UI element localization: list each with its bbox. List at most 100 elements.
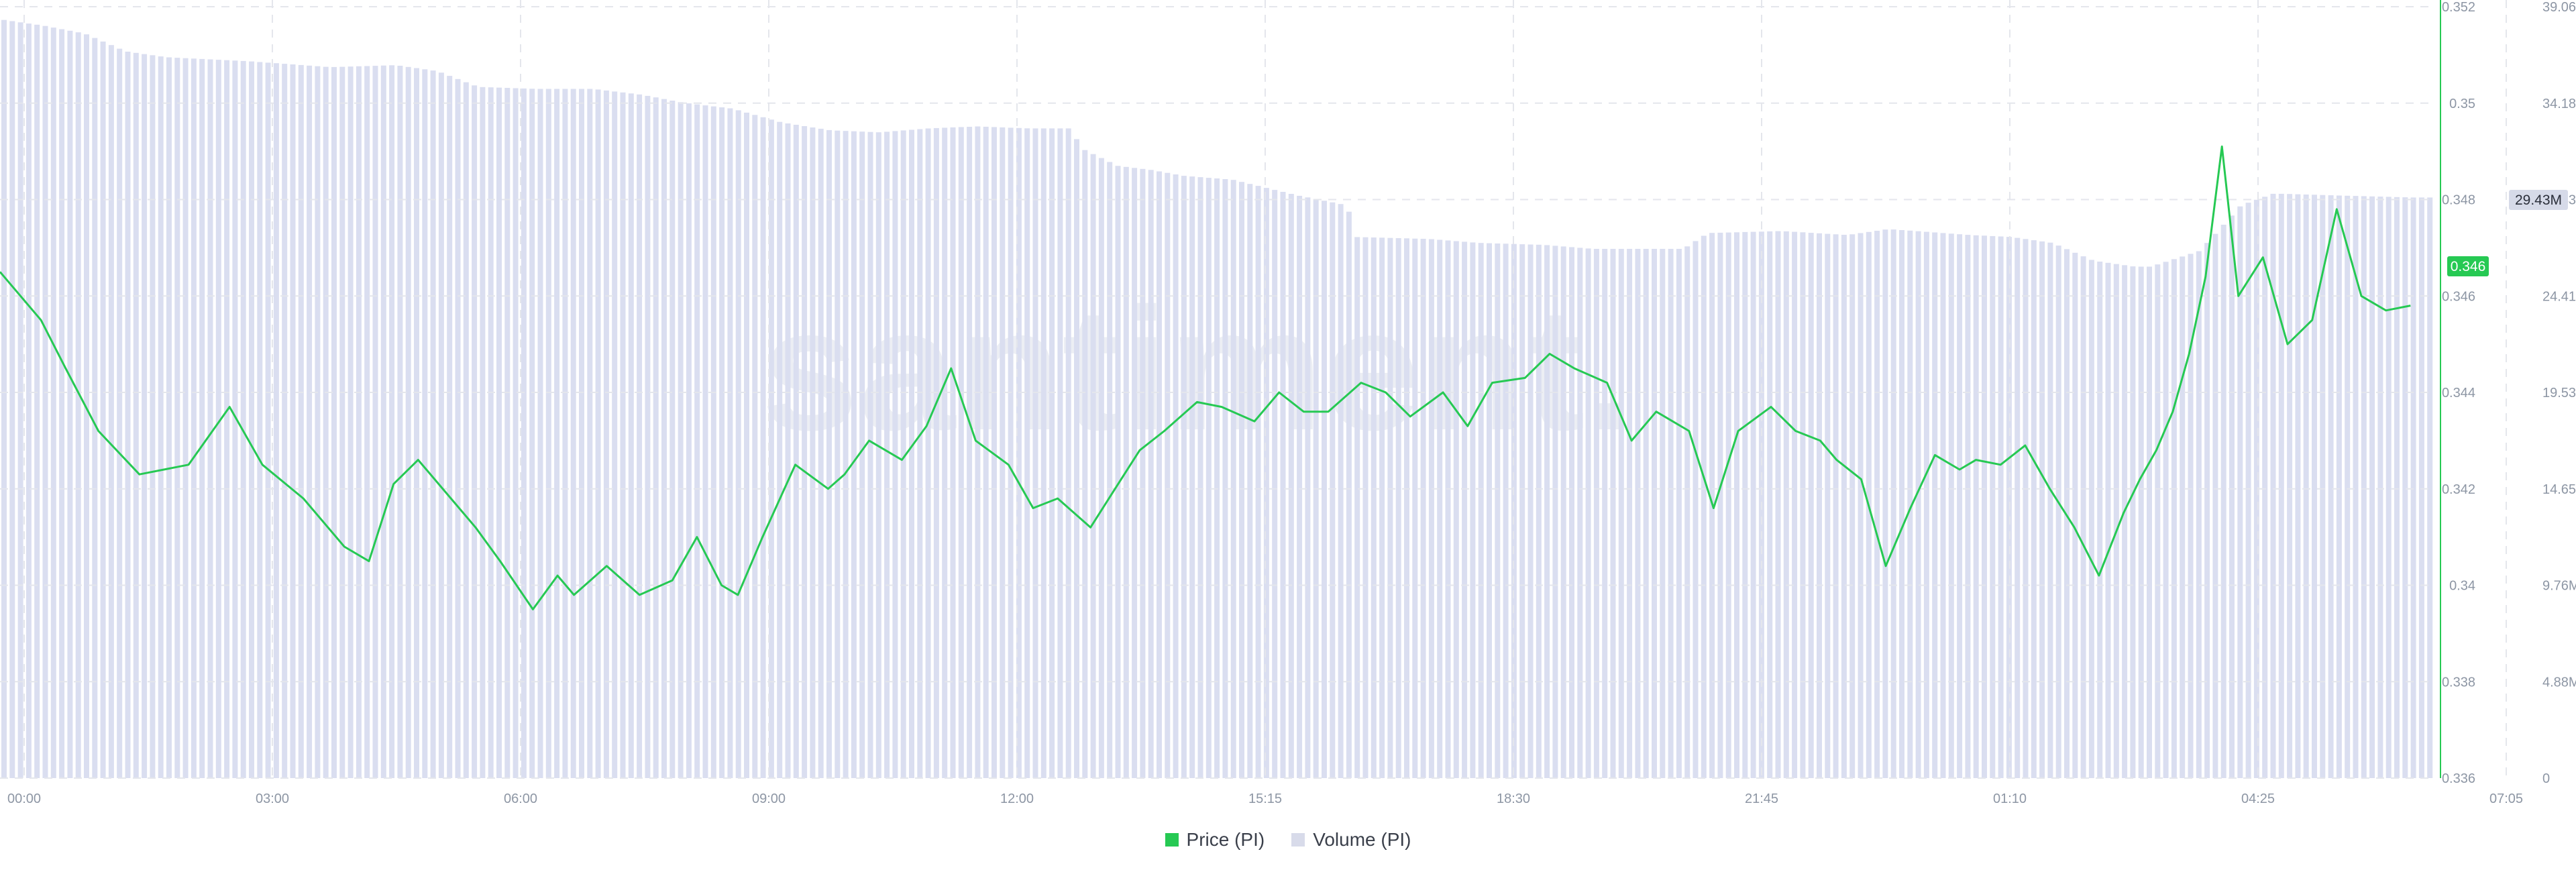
volume-bar	[191, 58, 197, 778]
legend-item-volume[interactable]: Volume (PI)	[1291, 829, 1411, 851]
volume-bar	[694, 104, 700, 779]
volume-bar	[1544, 245, 1550, 778]
volume-tick-label: 39.06M	[2542, 0, 2576, 15]
volume-bar	[232, 60, 238, 778]
volume-bar	[1107, 162, 1113, 778]
volume-bar	[323, 66, 329, 779]
volume-tick-label: 9.76M	[2542, 579, 2576, 594]
volume-bar	[2113, 264, 2119, 779]
volume-bar	[1132, 168, 1138, 779]
volume-bar	[1065, 128, 1071, 778]
volume-bar	[92, 38, 98, 779]
volume-bar	[166, 57, 172, 778]
volume-bar	[2163, 262, 2169, 778]
volume-bar	[1585, 248, 1591, 778]
volume-bar	[9, 21, 15, 778]
price-axis: 0.352 0.35 0.348 0.346 0.344 0.342 0.34 0.338 0.…	[2442, 0, 2475, 786]
volume-bar	[967, 127, 973, 778]
volume-bar	[2312, 195, 2317, 778]
volume-bar	[59, 29, 65, 778]
time-tick-label: 04:25	[2241, 792, 2275, 806]
volume-tick-label: 0	[2542, 771, 2550, 786]
volume-bar	[1387, 237, 1393, 778]
volume-bar	[867, 131, 873, 778]
volume-bar	[1849, 234, 1856, 778]
volume-tick-label: 24.41M	[2542, 289, 2576, 304]
volume-bar	[1470, 242, 1476, 778]
volume-bar	[933, 127, 939, 778]
volume-bar	[579, 89, 584, 778]
volume-axis: 39.06M34.18M29.43M24.41M19.53M14.65M9.76…	[2542, 0, 2576, 786]
volume-bar	[637, 94, 643, 779]
volume-bar	[1478, 243, 1484, 778]
time-tick-label: 03:00	[256, 792, 289, 806]
volume-bar	[1297, 195, 1303, 778]
volume-bar	[1016, 127, 1022, 779]
volume-bar	[752, 115, 758, 779]
volume-bar	[1693, 241, 1699, 778]
volume-bar	[1165, 172, 1171, 778]
volume-bar	[298, 64, 304, 778]
volume-bar	[1907, 230, 1913, 778]
volume-bar	[529, 89, 535, 778]
volume-bar	[628, 93, 634, 779]
volume-bar	[2023, 239, 2029, 778]
volume-bar	[1222, 179, 1228, 778]
time-tick-label: 01:10	[1993, 792, 2027, 806]
volume-bar	[760, 117, 766, 779]
volume-bar	[50, 28, 56, 779]
volume-bar	[851, 131, 857, 778]
volume-bar	[504, 88, 511, 778]
volume-bar	[1049, 128, 1055, 778]
volume-badge: 29.43M	[2509, 190, 2568, 210]
volume-bar	[2097, 262, 2103, 778]
price-tick-label: 0.342	[2442, 482, 2475, 497]
time-tick-label: 07:05	[2489, 792, 2523, 806]
price-tick-label: 0.346	[2442, 289, 2475, 304]
volume-bar	[768, 119, 774, 779]
volume-bar	[249, 61, 254, 779]
volume-bar	[810, 127, 816, 778]
volume-bar	[257, 62, 263, 778]
volume-bar	[884, 131, 890, 778]
volume-bar	[2278, 193, 2284, 778]
volume-bar	[570, 89, 576, 778]
volume-bar	[975, 126, 981, 778]
volume-bar	[2130, 266, 2136, 779]
volume-bar	[2006, 237, 2012, 779]
volume-bar	[199, 58, 205, 778]
time-tick-label: 15:15	[1248, 792, 1282, 806]
volume-bar	[835, 130, 841, 778]
volume-bar	[793, 125, 799, 778]
volume-bar	[1511, 243, 1517, 778]
volume-bar	[1189, 176, 1195, 779]
volume-bar	[1445, 240, 1451, 778]
price-badge: 0.346	[2447, 256, 2489, 276]
volume-bar	[2080, 256, 2086, 779]
price-tick-label: 0.348	[2442, 193, 2475, 208]
volume-bar	[1412, 238, 1418, 778]
volume-bar	[1371, 237, 1377, 778]
volume-bar	[240, 60, 246, 778]
volume-bar	[67, 30, 73, 778]
legend-item-price[interactable]: Price (PI)	[1165, 829, 1265, 851]
volume-bar	[1890, 229, 1896, 779]
volume-bar	[669, 101, 676, 778]
time-axis: 00:00 03:00 06:00 09:00 12:00 15:15 18:30 21:45…	[7, 792, 2523, 806]
volume-bar	[307, 65, 313, 778]
volume-bar	[1040, 128, 1046, 778]
volume-bar	[2353, 196, 2359, 779]
volume-bar	[265, 62, 271, 778]
price-tick-label: 0.344	[2442, 386, 2475, 400]
volume-bar	[1338, 204, 1344, 778]
price-line	[0, 145, 2411, 610]
volume-bar	[2270, 193, 2276, 778]
volume-bar	[2072, 252, 2078, 778]
volume-bar	[826, 129, 832, 778]
volume-bar	[447, 76, 453, 779]
volume-bars	[1, 19, 2433, 779]
volume-bar	[2171, 259, 2177, 778]
volume-bar	[620, 92, 626, 779]
volume-bar	[1990, 235, 1996, 778]
volume-bar	[405, 66, 411, 778]
